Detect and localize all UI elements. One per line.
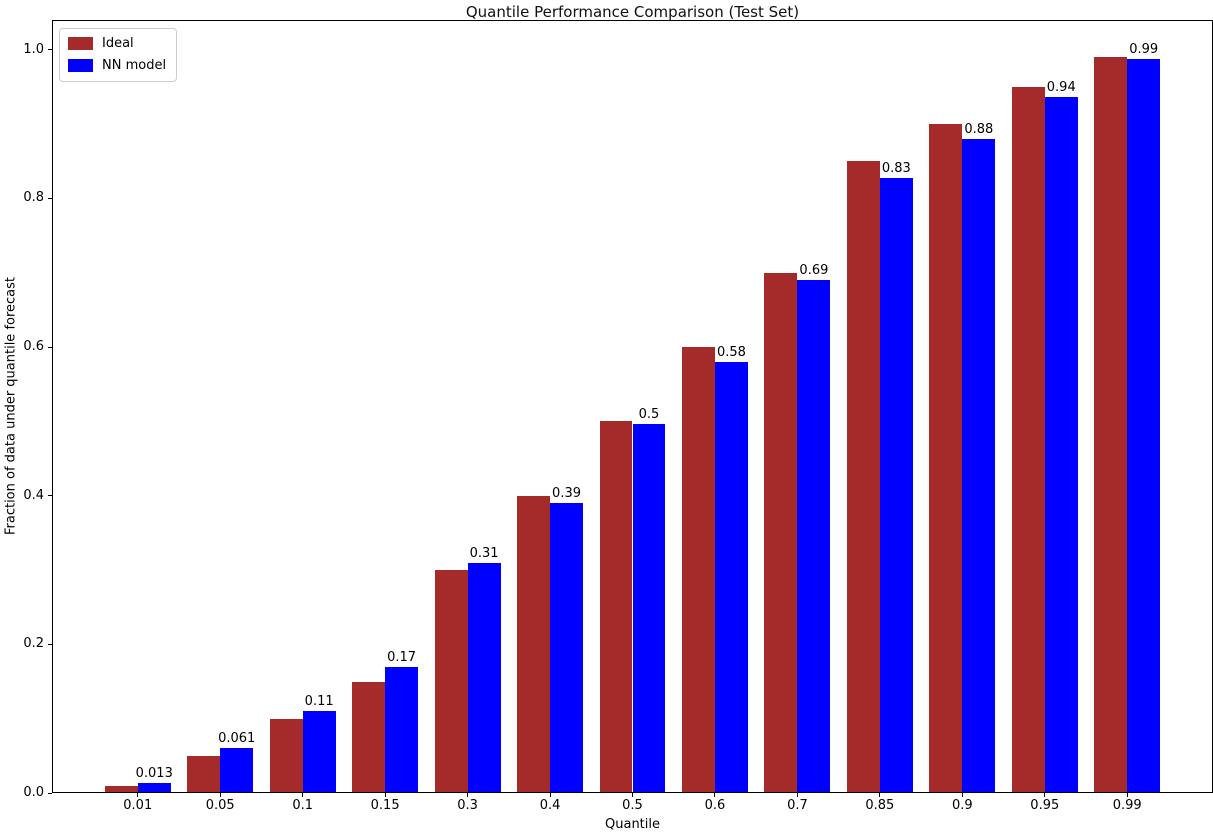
legend-label-nn-model: NN model xyxy=(102,58,167,73)
bar-nn-model xyxy=(137,783,171,793)
bar-value-label: 0.58 xyxy=(716,344,746,360)
y-tick-label: 0.8 xyxy=(23,190,44,206)
x-tick-label: 0.3 xyxy=(457,798,478,813)
y-tick-label: 0.6 xyxy=(23,339,44,355)
bar-nn-model xyxy=(385,666,419,793)
y-tick xyxy=(48,49,52,51)
bar-ideal xyxy=(434,570,468,793)
legend-item-ideal: Ideal xyxy=(68,36,166,51)
x-tick-label: 0.9 xyxy=(951,798,973,813)
x-tick xyxy=(714,793,716,797)
bar-value-label: 0.31 xyxy=(469,545,499,561)
bar-value-label: 0.69 xyxy=(799,263,829,279)
x-tick xyxy=(961,793,963,797)
x-tick-label: 0.95 xyxy=(1030,798,1060,813)
y-tick-label: 0.2 xyxy=(23,636,44,652)
bar-nn-model xyxy=(962,138,996,793)
y-tick-label: 1.0 xyxy=(23,41,44,57)
bar-value-label: 0.013 xyxy=(135,766,173,782)
plot-area: Ideal NN model 0.013 0.061 0.11 0.17 0.31 0.3… xyxy=(52,20,1213,793)
bar-value-label: 0.39 xyxy=(552,486,581,502)
bar-value-label: 0.88 xyxy=(964,121,994,137)
bar-ideal xyxy=(681,347,715,793)
bar-ideal xyxy=(352,681,386,793)
bar-ideal xyxy=(764,272,798,793)
x-axis-label: Quantile xyxy=(605,817,660,832)
bar-ideal xyxy=(1094,57,1128,793)
bar-ideal xyxy=(599,421,633,793)
x-tick-label: 0.05 xyxy=(205,798,235,813)
x-tick-label: 0.99 xyxy=(1112,798,1142,813)
y-tick xyxy=(48,792,52,794)
x-tick-label: 0.85 xyxy=(865,798,895,813)
bar-nn-model xyxy=(632,423,666,793)
bar-nn-model xyxy=(1127,59,1161,793)
legend-label-ideal: Ideal xyxy=(102,36,134,51)
bar-nn-model xyxy=(220,747,254,793)
y-tick xyxy=(48,197,52,199)
bar-nn-model xyxy=(550,503,583,793)
y-tick xyxy=(48,643,52,645)
bar-nn-model xyxy=(1044,96,1078,793)
legend-swatch-ideal xyxy=(68,37,93,50)
x-tick xyxy=(632,793,633,797)
x-tick xyxy=(1044,793,1046,797)
bar-value-label: 0.11 xyxy=(304,694,334,710)
legend-item-nn-model: NN model xyxy=(68,58,166,73)
bar-nn-model xyxy=(714,361,748,793)
bar-ideal xyxy=(269,718,303,793)
bar-ideal xyxy=(846,161,880,793)
x-tick-label: 0.4 xyxy=(539,798,561,813)
bar-value-label: 0.99 xyxy=(1129,42,1159,58)
bar-ideal xyxy=(929,124,963,793)
bar-ideal xyxy=(1011,86,1045,793)
bar-ideal xyxy=(187,755,221,793)
bar-nn-model xyxy=(467,562,501,793)
bar-value-label: 0.83 xyxy=(881,161,911,177)
bar-value-label: 0.17 xyxy=(387,649,417,665)
x-tick xyxy=(1126,793,1128,797)
legend-swatch-nn-model xyxy=(68,59,93,72)
bar-ideal xyxy=(517,495,551,793)
x-tick xyxy=(384,793,386,797)
x-tick-label: 0.5 xyxy=(622,798,643,813)
bar-ideal xyxy=(104,785,138,793)
x-tick xyxy=(796,793,798,797)
y-tick-label: 0.0 xyxy=(23,785,44,800)
x-tick xyxy=(467,793,469,797)
bar-value-label: 0.061 xyxy=(218,730,256,746)
y-tick xyxy=(48,346,52,348)
bar-nn-model xyxy=(797,280,831,793)
x-tick xyxy=(219,793,221,797)
x-tick-label: 0.7 xyxy=(787,798,808,813)
x-tick-label: 0.6 xyxy=(704,798,726,813)
bar-nn-model xyxy=(302,711,336,793)
x-tick xyxy=(879,793,881,797)
x-tick xyxy=(302,793,304,797)
bar-nn-model xyxy=(879,178,913,793)
x-tick-label: 0.01 xyxy=(123,798,153,813)
legend: Ideal NN model xyxy=(59,28,178,82)
y-tick xyxy=(48,495,52,497)
bar-value-label: 0.94 xyxy=(1046,79,1076,95)
x-tick xyxy=(549,793,551,797)
x-tick-label: 0.1 xyxy=(292,798,313,813)
x-tick xyxy=(137,793,139,797)
y-tick-label: 0.4 xyxy=(23,487,44,503)
chart-title: Quantile Performance Comparison (Test Se… xyxy=(465,3,800,21)
bar-value-label: 0.5 xyxy=(638,406,660,422)
x-tick-label: 0.15 xyxy=(370,798,400,813)
